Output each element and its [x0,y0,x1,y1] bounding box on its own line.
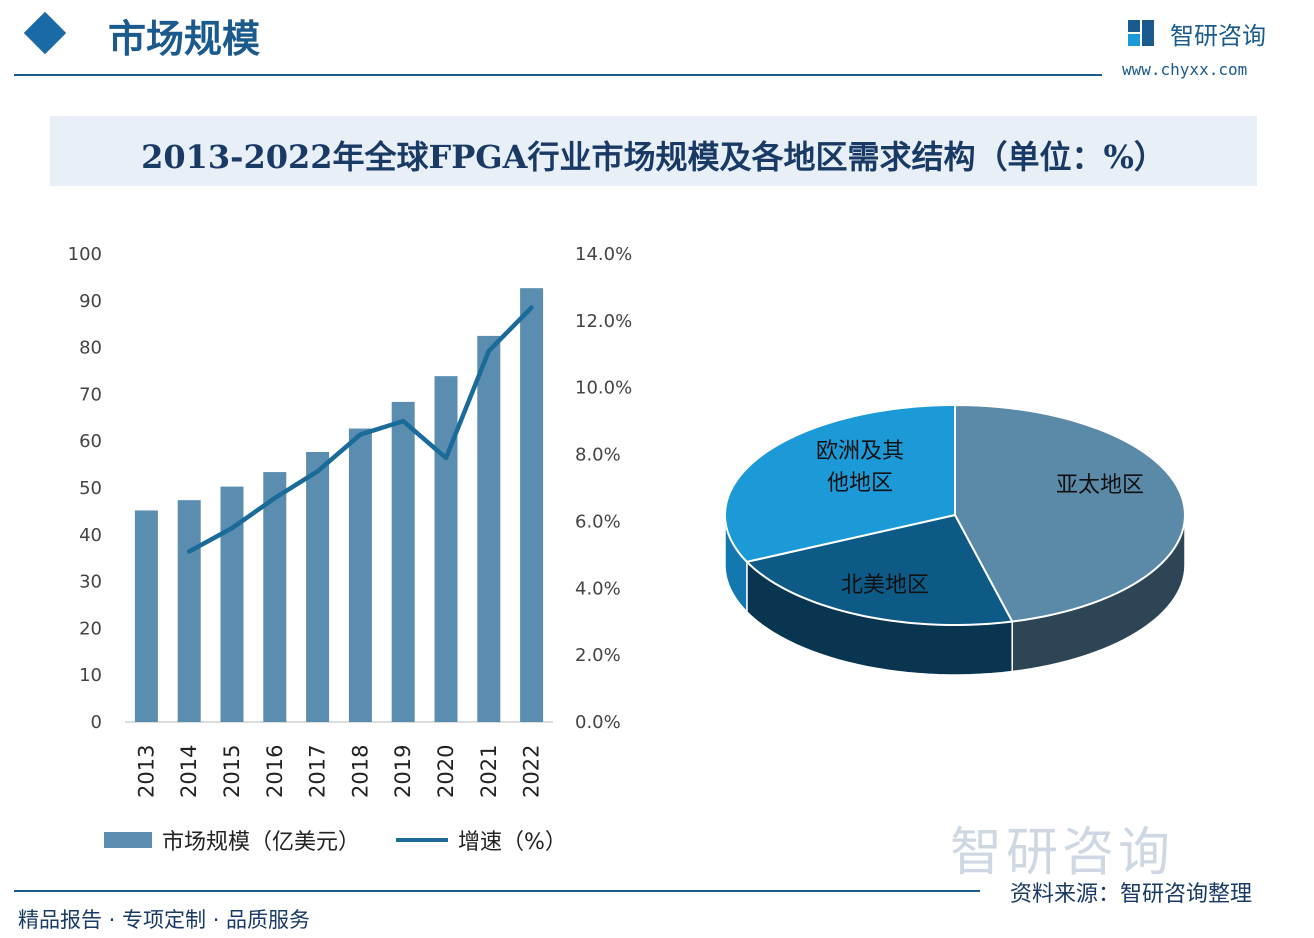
pie-slice-2 [724,403,956,563]
brand-url: www.chyxx.com [1122,60,1248,79]
bar-2018 [348,428,372,722]
x-tick-2020: 2020 [434,745,458,798]
pie-label-0: 亚太地区 [1056,473,1144,498]
brand-name: 智研咨询 [1170,22,1266,50]
bar-2015 [220,486,244,722]
left-axis-tick: 100 [68,244,102,265]
bar-2013 [134,510,158,722]
header-divider [14,74,1102,76]
right-axis-tick: 10.0% [575,378,632,399]
pie-slice-0 [954,403,1186,623]
left-axis-tick: 50 [79,478,102,499]
pie-label-2-line2: 他地区 [827,471,893,496]
footer-divider [14,890,980,892]
x-tick-2021: 2021 [477,745,501,798]
right-axis-tick: 8.0% [575,445,621,466]
legend-bar-label: 市场规模（亿美元） [162,830,361,855]
x-tick-2022: 2022 [520,745,544,798]
pie-label-1: 北美地区 [841,573,929,598]
footer-source: 资料来源：智研咨询整理 [1010,882,1253,907]
x-tick-2017: 2017 [306,745,330,798]
bar-2019 [391,401,415,722]
left-axis-tick: 30 [79,572,102,593]
left-axis-tick: 40 [79,525,102,546]
x-tick-2016: 2016 [263,745,287,798]
left-axis-tick: 0 [91,712,102,733]
left-axis-tick: 60 [79,431,102,452]
footer-tagline: 精品报告 · 专项定制 · 品质服务 [18,908,311,932]
left-axis-tick: 20 [79,618,102,639]
chart-title-box: 2013-2022年全球FPGA行业市场规模及各地区需求结构（单位：%） [50,116,1257,186]
section-title: 市场规模 [108,16,261,61]
x-tick-2013: 2013 [134,745,158,798]
x-tick-2015: 2015 [220,745,244,798]
pie-label-2: 欧洲及其 [816,439,904,464]
right-axis-tick: 2.0% [575,645,621,666]
x-tick-2018: 2018 [348,745,372,798]
legend-line-label: 增速（%） [458,830,567,855]
left-axis-tick: 70 [79,384,102,405]
bar-2020 [434,376,458,722]
legend-bar-swatch [104,832,152,848]
bar-2017 [306,451,330,722]
left-axis-tick: 90 [79,291,102,312]
left-axis-tick: 80 [79,338,102,359]
bar-2014 [177,500,201,722]
chart-title: 2013-2022年全球FPGA行业市场规模及各地区需求结构（单位：%） [141,138,1166,176]
right-axis-tick: 4.0% [575,578,621,599]
bar-2016 [263,472,287,722]
brand-logo-icon [1128,20,1154,46]
right-axis-tick: 6.0% [575,511,621,532]
pie-slice-1 [744,513,1014,627]
x-tick-2019: 2019 [391,745,415,798]
right-axis-tick: 0.0% [575,712,621,733]
bar-2022 [520,288,544,722]
right-axis-tick: 12.0% [575,311,632,332]
left-axis-tick: 10 [79,665,102,686]
bar-2021 [477,335,501,722]
legend-line-swatch [396,838,449,842]
watermark: 智研咨询 [950,823,1175,883]
x-tick-2014: 2014 [177,745,201,798]
legend: 市场规模（亿美元） 增速（%） [104,824,567,856]
right-axis-tick: 14.0% [575,244,632,265]
